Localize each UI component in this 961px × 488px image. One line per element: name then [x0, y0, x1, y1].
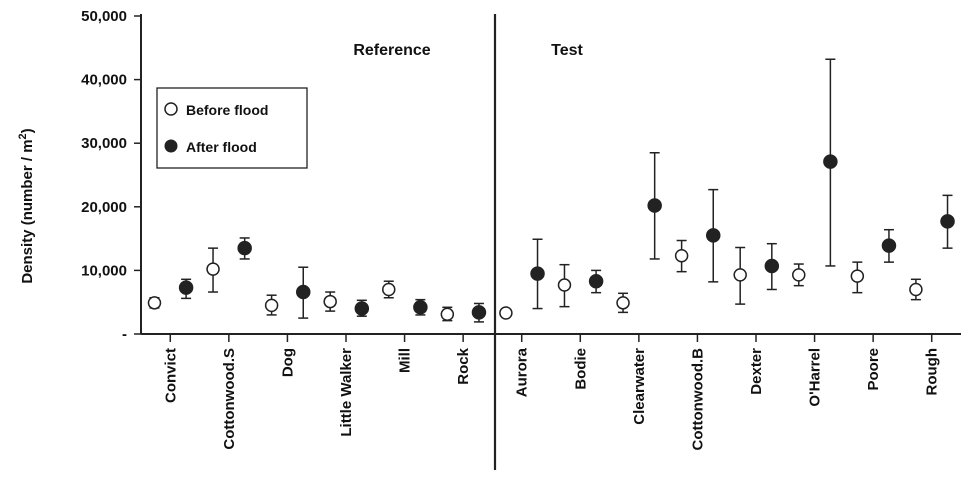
point-after-flood-cottonwood-b	[705, 228, 721, 243]
x-tick-label-dexter: Dexter	[748, 348, 765, 395]
point-before-flood-o-harrel	[792, 268, 806, 282]
point-after-flood-o-harrel	[823, 154, 838, 169]
point-before-flood-mill	[382, 282, 396, 297]
y-tick-label-40000: 40,000	[81, 72, 127, 89]
point-after-flood-aurora	[530, 266, 545, 281]
y-axis-ticks: 50,000 40,000 30,000 20,000 10,000 -	[81, 8, 141, 343]
y-tick-label-50000: 50,000	[81, 8, 127, 25]
point-before-flood-cottonwood-b	[674, 249, 689, 263]
x-tick-label-clearwater: Clearwater	[631, 348, 648, 425]
x-tick-label-convict: Convict	[162, 348, 179, 403]
point-before-flood-bodie	[557, 278, 572, 292]
x-tick-label-o-harrel: O'Harrel	[807, 348, 824, 407]
point-before-flood-convict	[147, 296, 162, 310]
point-before-flood-rock	[440, 307, 455, 322]
legend-label-before-flood: Before flood	[186, 102, 268, 118]
x-tick-label-rough: Rough	[924, 348, 941, 395]
y-tick-label-20000: 20,000	[81, 199, 127, 216]
legend-marker-after-flood	[164, 139, 178, 153]
x-tick-label-rock: Rock	[455, 347, 472, 384]
point-after-flood-clearwater	[647, 198, 662, 213]
y-tick-label-0: -	[122, 326, 127, 343]
x-tick-label-little-walker: Little Walker	[338, 348, 355, 437]
point-before-flood-clearwater	[616, 296, 630, 310]
point-after-flood-bodie	[588, 273, 604, 289]
point-before-flood-poore	[850, 269, 865, 283]
point-after-flood-rock	[471, 305, 487, 320]
x-tick-label-aurora: Aurora	[514, 347, 531, 397]
legend-box	[156, 87, 308, 169]
point-after-flood-rough	[940, 214, 955, 229]
x-tick-label-cottonwood-b: Cottonwood.B	[689, 348, 706, 451]
group-label-reference: Reference	[353, 42, 430, 59]
point-before-flood-rough	[909, 282, 923, 297]
y-axis-title: Density (number / m2)	[17, 128, 36, 283]
point-after-flood-dexter	[764, 258, 780, 274]
point-after-flood-mill	[413, 300, 428, 315]
point-before-flood-dexter	[733, 268, 747, 282]
x-axis-category-labels: Convict Cottonwood.S Dog Little Walker Mill R…	[162, 334, 941, 451]
point-after-flood-little-walker	[354, 301, 370, 316]
point-after-flood-convict	[178, 280, 194, 295]
point-after-flood-cottonwood-s	[237, 240, 252, 256]
point-before-flood-dog	[264, 298, 279, 313]
x-tick-label-mill: Mill	[397, 348, 414, 373]
x-tick-label-cottonwood-s: Cottonwood.S	[221, 348, 238, 450]
point-after-flood-dog	[295, 284, 311, 300]
x-tick-label-poore: Poore	[865, 348, 882, 391]
legend-label-after-flood: After flood	[186, 139, 257, 155]
legend: Before flood After flood	[156, 87, 308, 169]
data-marks	[147, 58, 955, 323]
y-tick-label-10000: 10,000	[81, 262, 127, 279]
point-after-flood-poore	[881, 238, 897, 253]
point-before-flood-little-walker	[323, 294, 337, 309]
y-tick-label-30000: 30,000	[81, 135, 127, 152]
x-tick-label-bodie: Bodie	[572, 348, 589, 390]
point-before-flood-aurora	[499, 306, 513, 320]
point-before-flood-cottonwood-s	[206, 262, 220, 276]
x-tick-label-dog: Dog	[279, 348, 296, 377]
axes	[140, 14, 961, 470]
legend-marker-before-flood	[164, 102, 178, 116]
group-label-test: Test	[551, 42, 583, 59]
